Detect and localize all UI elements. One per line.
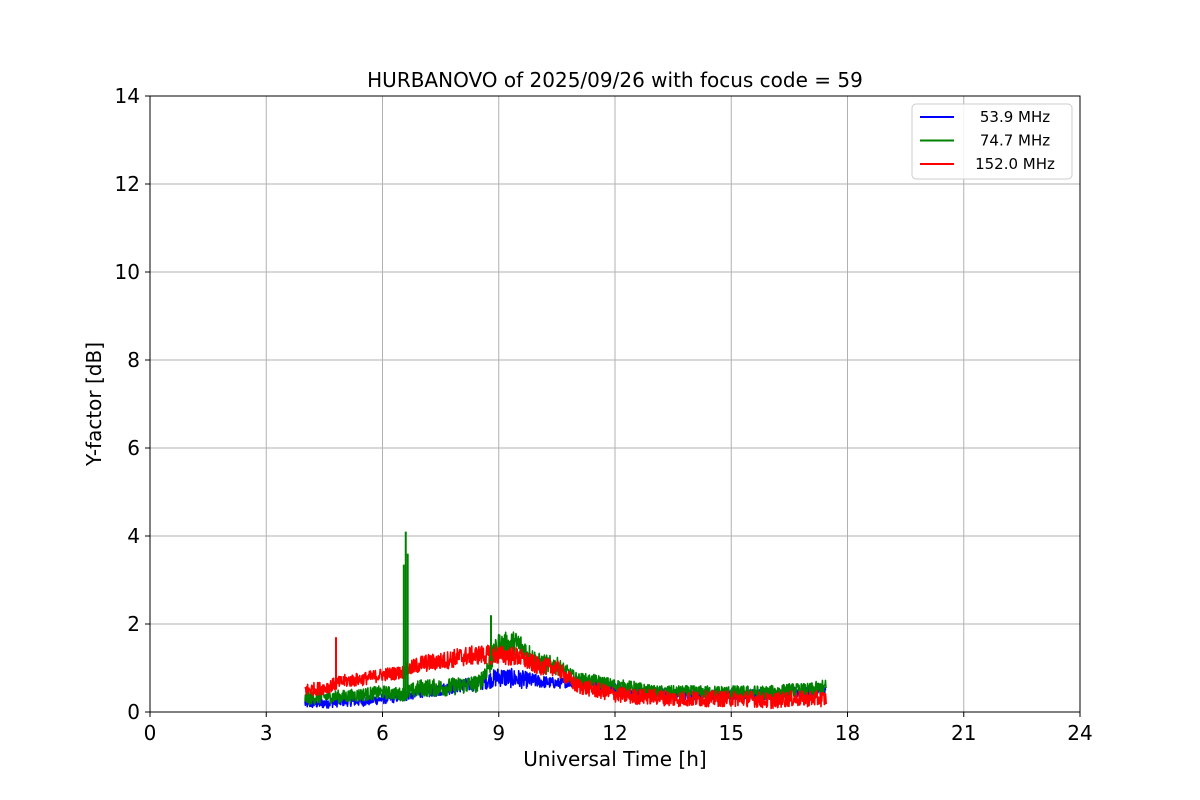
y-tick-label: 14 xyxy=(115,84,140,108)
legend-label: 53.9 MHz xyxy=(980,108,1050,126)
y-tick-label: 12 xyxy=(115,172,140,196)
y-tick-label: 8 xyxy=(127,348,140,372)
x-tick-label: 18 xyxy=(835,721,860,745)
legend: 53.9 MHz 74.7 MHz 152.0 MHz xyxy=(911,103,1073,180)
x-tick-label: 21 xyxy=(951,721,976,745)
y-tick-label: 2 xyxy=(127,612,140,636)
x-tick-label: 6 xyxy=(376,721,389,745)
legend-label: 74.7 MHz xyxy=(980,132,1050,150)
y-tick-label: 6 xyxy=(127,436,140,460)
x-tick-label: 0 xyxy=(144,721,157,745)
series-layer xyxy=(304,531,827,710)
series-line-3 xyxy=(304,644,827,710)
x-tick-label: 9 xyxy=(492,721,505,745)
chart-title: HURBANOVO of 2025/09/26 with focus code … xyxy=(367,68,863,92)
y-tick-label: 0 xyxy=(127,700,140,724)
series-line-2 xyxy=(304,631,827,706)
y-axis-label: Y-factor [dB] xyxy=(82,342,106,467)
legend-items: 53.9 MHz 74.7 MHz 152.0 MHz xyxy=(920,108,1055,173)
x-tick-label: 24 xyxy=(1067,721,1092,745)
legend-label: 152.0 MHz xyxy=(975,155,1055,173)
x-tick-label: 12 xyxy=(602,721,627,745)
y-tick-label: 4 xyxy=(127,524,140,548)
y-tick-label: 10 xyxy=(115,260,140,284)
legend-box xyxy=(911,103,1073,180)
x-tick-label: 15 xyxy=(719,721,744,745)
x-axis-label: Universal Time [h] xyxy=(523,747,706,771)
x-tick-label: 3 xyxy=(260,721,273,745)
